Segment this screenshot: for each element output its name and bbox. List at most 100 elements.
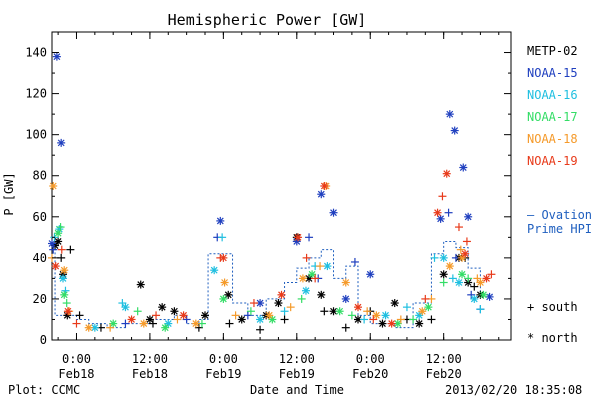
legend-metp-02: METP-02 (527, 44, 578, 58)
point-north-noaa-16 (121, 303, 130, 312)
point-south-noaa-15 (467, 290, 476, 299)
point-north-noaa-19 (219, 253, 228, 262)
x-tick-label-time: 0:00 (62, 352, 91, 366)
point-north-noaa-17 (458, 270, 467, 279)
y-tick-label: 120 (25, 87, 47, 101)
y-tick-label: 100 (25, 128, 47, 142)
point-north-noaa-19 (442, 169, 451, 178)
ovation-hpi-step (52, 240, 493, 329)
point-north-noaa-17 (393, 319, 402, 328)
legend-noaa-18: NOAA-18 (527, 132, 578, 146)
y-tick-label: 60 (33, 210, 47, 224)
point-north-noaa-18 (476, 278, 485, 287)
y-tick-label: 140 (25, 46, 47, 60)
point-north-metp-02 (201, 311, 209, 320)
x-tick-label-date: Feb18 (132, 367, 168, 381)
point-south-noaa-15 (121, 319, 130, 328)
point-south-noaa-17 (297, 294, 306, 303)
point-south-noaa-16 (118, 299, 127, 308)
point-north-noaa-16 (381, 311, 390, 320)
point-north-noaa-15 (52, 52, 61, 61)
x-tick-label-date: Feb20 (426, 367, 462, 381)
x-tick-label-date: Feb19 (205, 367, 241, 381)
point-south-metp-02 (470, 282, 479, 291)
point-north-noaa-18 (84, 323, 93, 332)
point-south-noaa-15 (243, 311, 252, 320)
point-south-noaa-15 (444, 208, 453, 217)
point-north-noaa-18 (341, 278, 350, 287)
point-south-noaa-19 (438, 192, 447, 201)
point-south-noaa-16 (360, 315, 369, 324)
point-north-noaa-15 (317, 190, 326, 199)
point-north-noaa-15 (329, 208, 338, 217)
y-tick-label: 80 (33, 169, 47, 183)
point-north-noaa-19 (51, 262, 60, 271)
point-north-noaa-16 (256, 315, 265, 324)
footer-timestamp: 2013/02/20 18:35:08 (445, 383, 583, 397)
point-south-noaa-19 (302, 253, 311, 262)
point-north-noaa-19 (354, 303, 362, 312)
north-symbol-key: * north (527, 331, 578, 345)
point-north-noaa-18 (220, 278, 229, 287)
point-south-metp-02 (66, 245, 75, 254)
point-north-noaa-18 (418, 307, 427, 316)
point-south-metp-02 (341, 323, 350, 332)
y-axis-label: P [GW] (2, 172, 16, 215)
point-north-noaa-15 (464, 212, 473, 221)
point-south-noaa-18 (316, 262, 325, 271)
point-south-noaa-19 (311, 274, 320, 283)
legend-noaa-19: NOAA-19 (527, 154, 578, 168)
x-tick-label-time: 0:00 (356, 352, 385, 366)
point-south-noaa-19 (462, 237, 471, 246)
point-south-noaa-17 (56, 223, 65, 232)
point-north-noaa-16 (55, 225, 64, 234)
point-south-noaa-16 (218, 233, 227, 242)
point-north-metp-02 (274, 299, 283, 308)
point-south-noaa-18 (231, 311, 240, 320)
point-south-noaa-19 (152, 311, 161, 320)
point-south-noaa-18 (473, 274, 482, 283)
point-north-noaa-19 (320, 182, 329, 190)
point-north-noaa-17 (161, 323, 170, 332)
point-south-noaa-17 (246, 307, 255, 316)
point-north-noaa-17 (479, 290, 488, 299)
point-south-noaa-18 (173, 315, 182, 324)
point-south-noaa-16 (430, 253, 439, 262)
point-north-noaa-18 (372, 311, 381, 320)
point-north-metp-02 (390, 299, 399, 308)
point-south-noaa-19 (72, 319, 81, 328)
point-south-metp-02 (280, 315, 289, 324)
point-north-noaa-15 (216, 216, 225, 225)
point-south-noaa-15 (49, 245, 58, 254)
point-north-noaa-18 (49, 182, 58, 190)
point-north-noaa-18 (191, 319, 200, 328)
point-north-noaa-19 (294, 233, 303, 242)
point-north-metp-02 (317, 290, 326, 299)
footer-credit: Plot: CCMC (8, 383, 81, 397)
point-north-noaa-18 (298, 274, 307, 283)
point-south-noaa-18 (363, 307, 372, 316)
point-north-noaa-16 (164, 319, 173, 328)
point-south-noaa-16 (448, 274, 457, 283)
point-south-noaa-15 (182, 315, 191, 324)
point-south-noaa-18 (286, 303, 295, 312)
point-north-noaa-18 (139, 319, 148, 328)
point-south-noaa-16 (402, 303, 411, 312)
point-north-noaa-16 (439, 253, 448, 262)
point-south-noaa-17 (347, 311, 356, 320)
point-south-noaa-18 (106, 323, 115, 332)
point-south-noaa-19 (454, 223, 463, 232)
x-tick-label-time: 12:00 (132, 352, 168, 366)
x-tick-label-time: 0:00 (209, 352, 238, 366)
point-north-noaa-16 (470, 294, 479, 303)
point-south-metp-02 (256, 325, 265, 334)
point-south-noaa-17 (439, 278, 448, 287)
point-north-noaa-17 (308, 270, 317, 279)
point-north-noaa-15 (256, 299, 265, 308)
point-south-noaa-18 (456, 245, 465, 254)
point-south-noaa-19 (57, 245, 66, 254)
ovation-hpi-line (52, 240, 493, 329)
x-tick-label-date: Feb18 (58, 367, 94, 381)
point-north-metp-02 (305, 274, 314, 283)
